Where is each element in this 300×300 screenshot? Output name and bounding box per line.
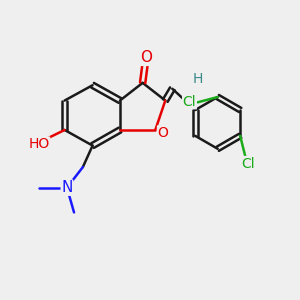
Text: Cl: Cl — [241, 157, 255, 170]
Text: O: O — [158, 126, 168, 140]
Text: N: N — [61, 180, 73, 195]
Text: HO: HO — [28, 137, 50, 151]
Text: H: H — [193, 72, 203, 86]
Text: O: O — [140, 50, 152, 65]
Text: Cl: Cl — [183, 95, 196, 109]
